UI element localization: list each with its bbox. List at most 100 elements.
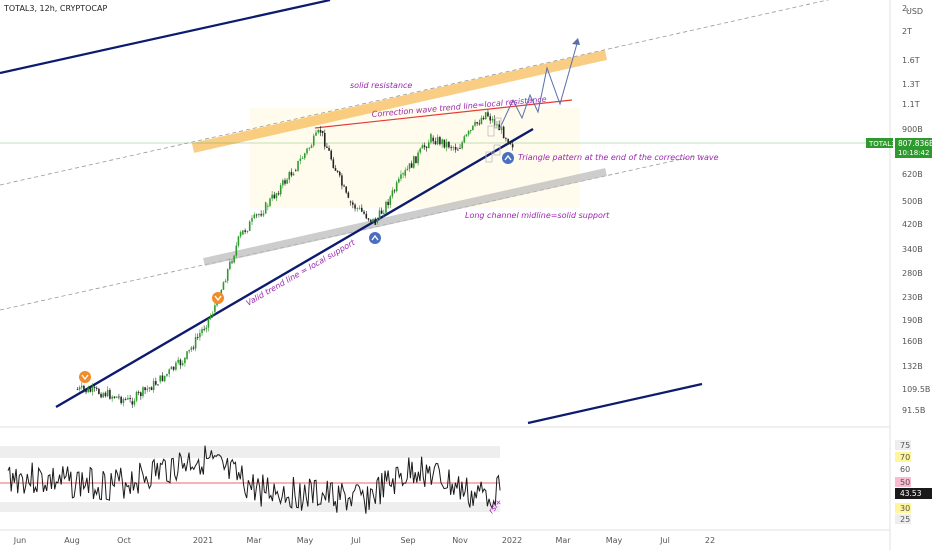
- rsi-series: [7, 445, 501, 514]
- candle-body: [369, 219, 372, 222]
- y-tick-label: 280B: [902, 269, 923, 278]
- candle-body: [286, 179, 288, 184]
- candle-body: [85, 389, 87, 393]
- y-tick-label: 160B: [902, 337, 923, 346]
- candle-body: [391, 190, 394, 197]
- candle-body: [262, 213, 265, 216]
- rsi-level-label: 60: [900, 465, 910, 474]
- candle-body: [323, 132, 326, 147]
- candle-body: [469, 129, 472, 132]
- x-tick-label: 2022: [502, 536, 522, 545]
- rsi-axis[interactable]: 75 70 60 50 30 25: [895, 440, 911, 524]
- x-tick-label: Mar: [555, 536, 571, 545]
- candle-body: [127, 397, 129, 400]
- rsi-line: [7, 445, 501, 514]
- candle-body: [326, 146, 328, 148]
- candle-body: [118, 396, 120, 398]
- marker-orange-2[interactable]: [212, 292, 224, 304]
- candle-body: [148, 387, 151, 389]
- candle-body: [445, 141, 448, 148]
- rsi-level-label: 75: [900, 441, 910, 450]
- candle-body: [341, 175, 343, 186]
- rsi-band-70: [0, 446, 500, 458]
- candle-body: [201, 329, 203, 334]
- candle-body: [467, 131, 470, 135]
- candle-body: [395, 182, 398, 192]
- candle-body: [478, 123, 481, 125]
- candle-body: [226, 269, 229, 281]
- candle-body: [500, 126, 503, 131]
- candle-body: [211, 314, 214, 316]
- candle-body: [166, 373, 168, 376]
- candle-body: [299, 158, 302, 161]
- candle-body: [258, 214, 260, 216]
- y-tick-label: 190B: [902, 316, 923, 325]
- candle-body: [459, 148, 461, 149]
- candle-body: [91, 386, 94, 392]
- candle-body: [194, 337, 197, 349]
- candle-body: [248, 221, 251, 231]
- candle-body: [297, 160, 299, 171]
- marker-orange-1[interactable]: [79, 371, 91, 383]
- price-tag-countdown: 10:18:42: [898, 149, 929, 157]
- price-tag-bg: [895, 138, 932, 158]
- candle-body: [161, 375, 164, 382]
- candle-body: [502, 126, 505, 139]
- candle-body: [100, 393, 102, 398]
- x-tick-label: 2021: [193, 536, 213, 545]
- candle-body: [398, 178, 400, 183]
- candle-body: [251, 218, 253, 222]
- marker-blue-1[interactable]: [369, 232, 381, 244]
- candle-body: [246, 230, 249, 232]
- y-tick-label: 1.3T: [902, 80, 920, 89]
- candle-body: [242, 230, 244, 235]
- candle-body: [408, 163, 411, 169]
- triangle-box-1: [487, 125, 495, 137]
- y-tick-label: 620B: [902, 170, 923, 179]
- candle-body: [284, 180, 286, 184]
- candle-body: [345, 186, 347, 193]
- candle-body: [152, 381, 155, 391]
- candle-body: [172, 366, 175, 370]
- candle-body: [380, 210, 383, 214]
- candle-body: [229, 261, 231, 270]
- candle-body: [209, 315, 212, 319]
- price-axis[interactable]: USD 2. 2T 1.6T 1.3T 1.1T 900B 620B 500B 420B 340B…: [902, 4, 930, 415]
- candle-body: [95, 387, 98, 389]
- candle-body: [476, 122, 478, 124]
- price-series: [76, 109, 514, 408]
- candle-body: [443, 139, 446, 148]
- candle-body: [203, 329, 205, 330]
- candle-body: [150, 387, 153, 391]
- marker-blue-2[interactable]: [502, 152, 514, 164]
- time-axis[interactable]: Jun Aug Oct 2021 Mar May Jul Sep Nov 2022 Mar May Ju…: [13, 536, 715, 545]
- chart-title: TOTAL3, 12h, CRYPTOCAP: [3, 4, 107, 13]
- candle-body: [358, 207, 361, 209]
- rsi-tag[interactable]: 43.53: [895, 488, 932, 499]
- candle-body: [301, 158, 304, 159]
- rsi-pane: [0, 428, 890, 530]
- candle-body: [179, 359, 182, 366]
- candle-body: [177, 359, 179, 363]
- candle-body: [290, 172, 293, 176]
- price-tag[interactable]: TOTAL3 807.836B 10:18:42: [866, 138, 932, 158]
- candle-body: [224, 280, 227, 283]
- annotation-channel-midline: Long channel midline=solid support: [465, 211, 610, 220]
- rsi-level-label: 25: [900, 515, 910, 524]
- annotation-triangle-pattern: Triangle pattern at the end of the corre…: [518, 153, 719, 162]
- candle-body: [349, 201, 352, 203]
- candle-body: [317, 130, 320, 133]
- y-tick-label: 132B: [902, 362, 923, 371]
- candle-body: [113, 396, 116, 398]
- x-tick-label: Nov: [452, 536, 468, 545]
- x-tick-label: May: [297, 536, 314, 545]
- candle-body: [157, 384, 159, 386]
- price-tag-symbol-bg: [866, 138, 893, 148]
- candle-body: [310, 145, 313, 148]
- candle-body: [135, 392, 138, 401]
- candle-body: [336, 170, 339, 172]
- correction-trend-line: [314, 99, 573, 129]
- rsi-tag-value: 43.53: [900, 489, 922, 498]
- rsi-level-bg: [895, 440, 911, 450]
